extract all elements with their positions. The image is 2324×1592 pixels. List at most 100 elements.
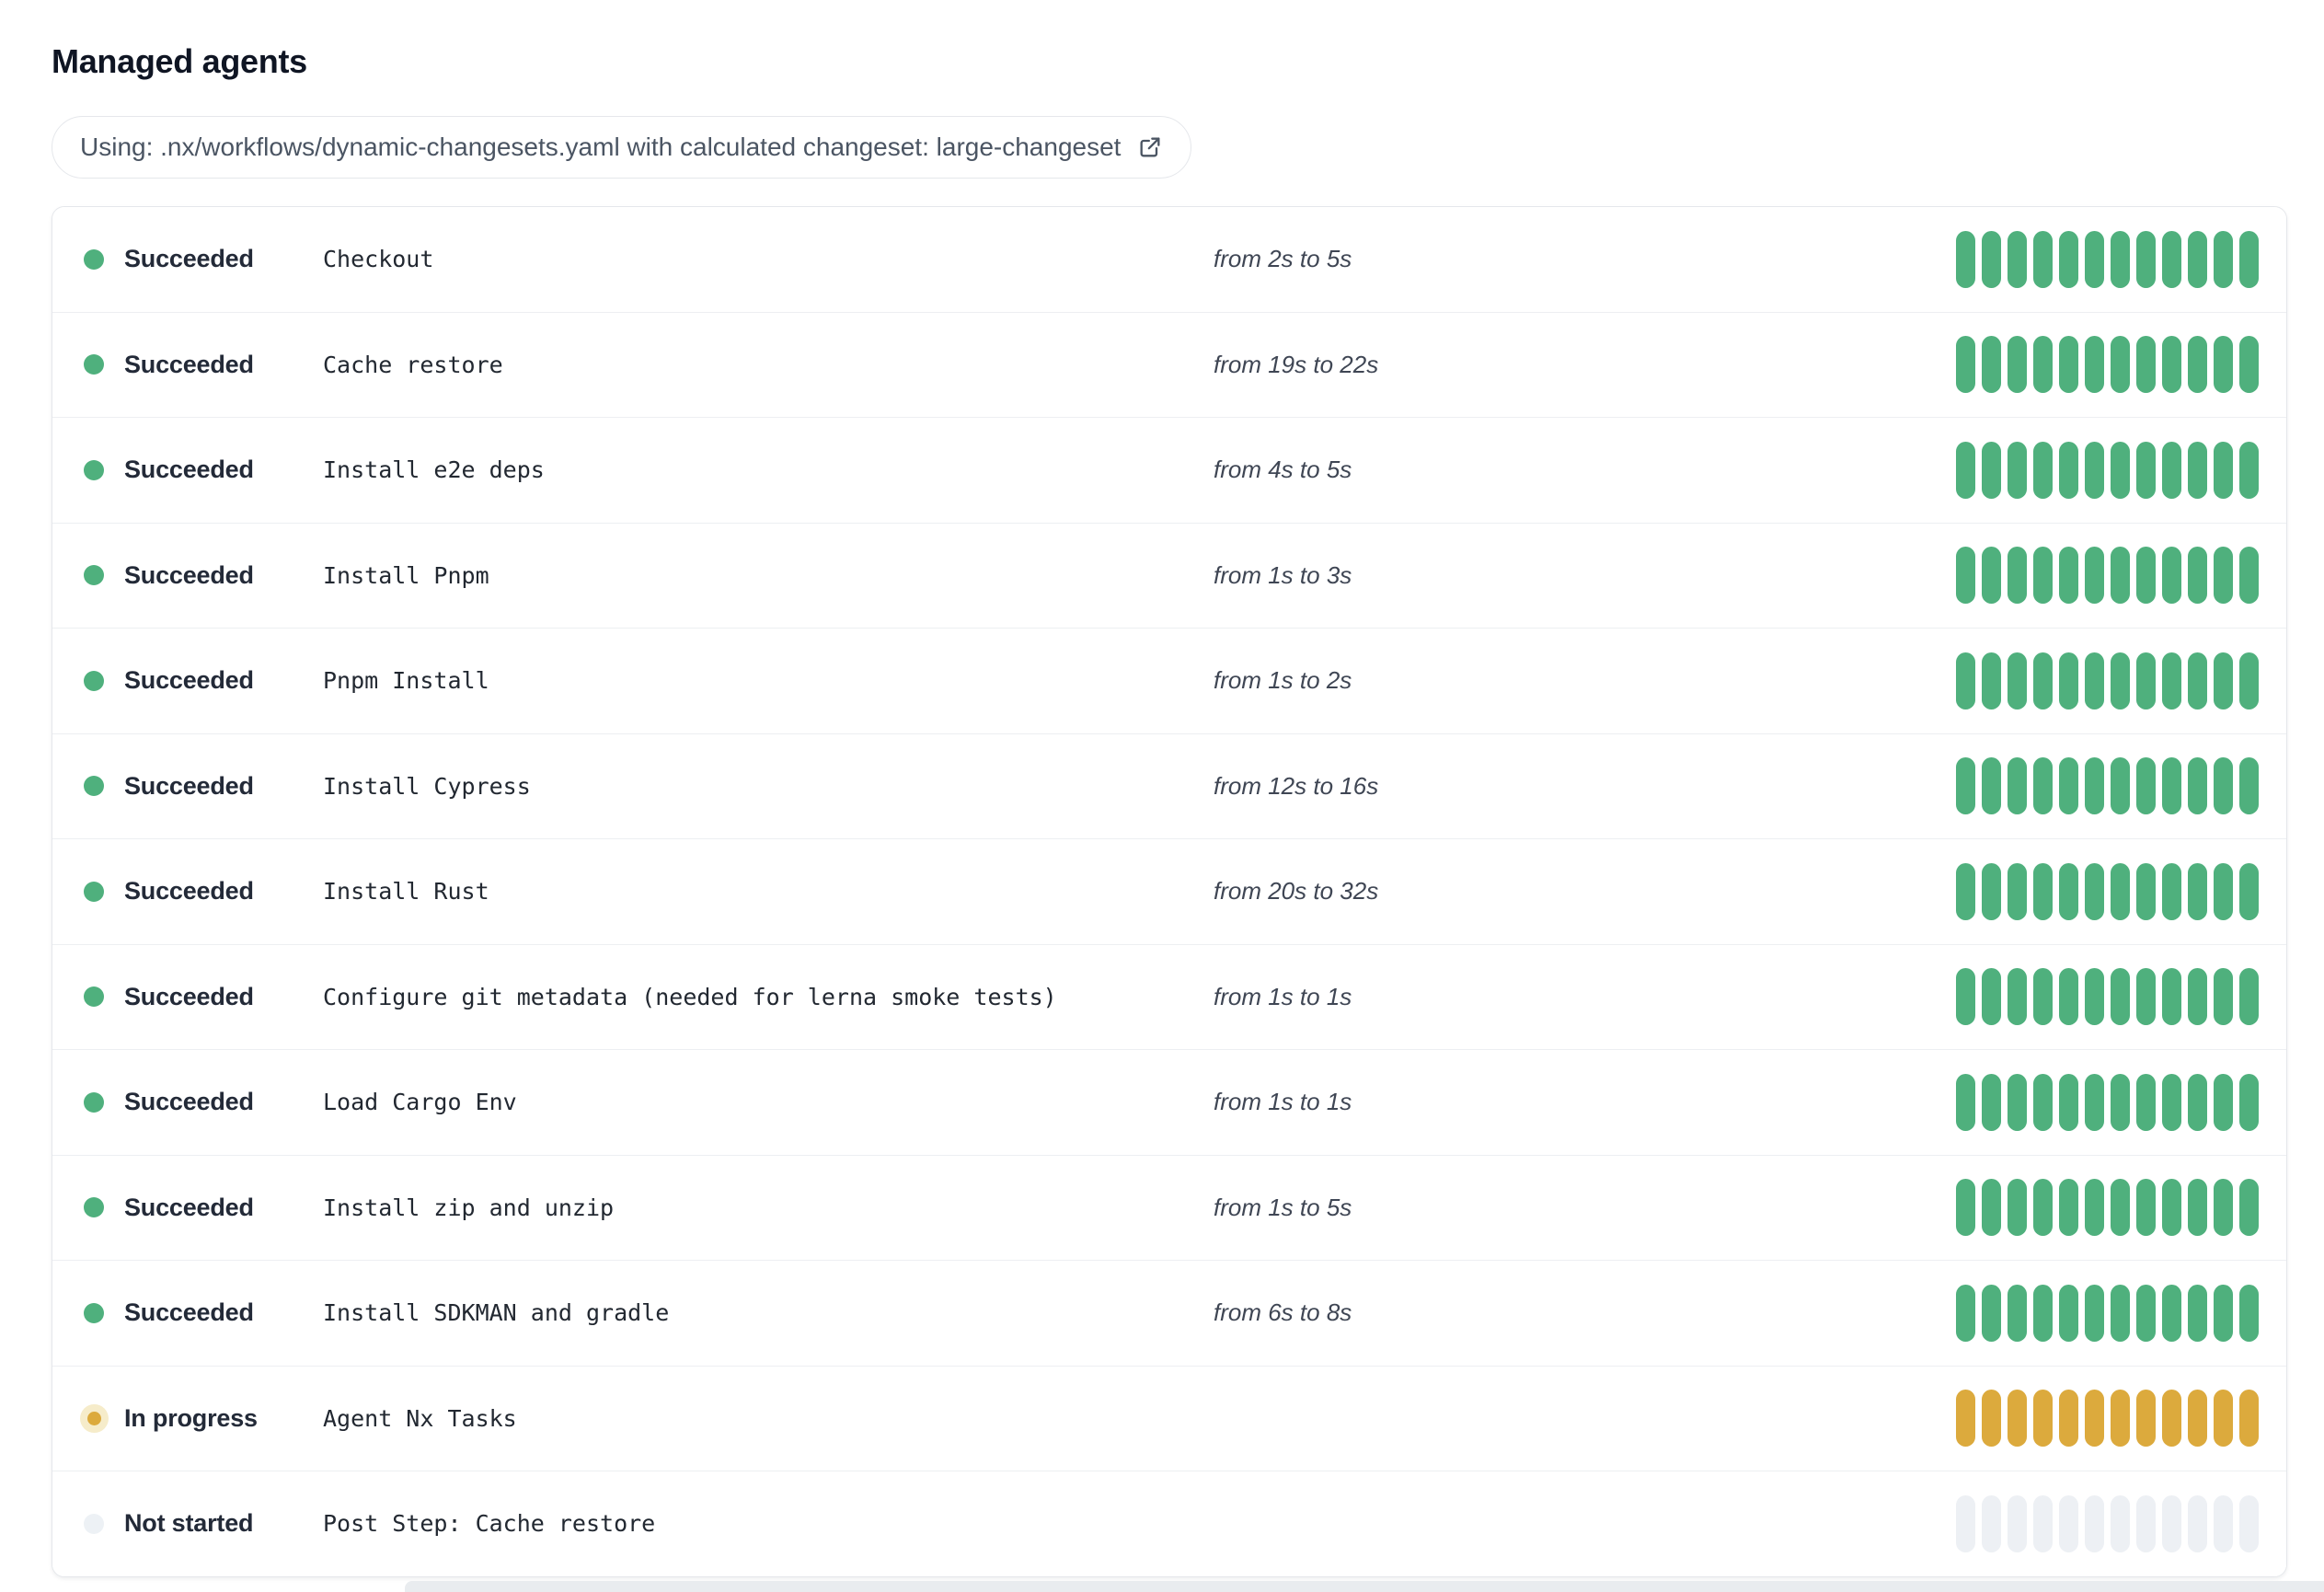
status-dot (84, 565, 104, 586)
bar-segment (2162, 1390, 2181, 1448)
bar-segment (2136, 1390, 2156, 1448)
bar-segment (2188, 1179, 2207, 1237)
bar-segment (2188, 652, 2207, 709)
status-cell: Succeeded (84, 245, 323, 273)
bar-segment (2162, 1179, 2181, 1237)
bar-segment (1956, 1179, 1975, 1237)
bar-segment (1982, 757, 2001, 815)
progress-bar (1956, 757, 2259, 815)
bar-segment (2085, 547, 2104, 605)
bar-segment (2059, 336, 2078, 394)
bar-segment (2214, 547, 2233, 605)
bar-segment (1982, 336, 2001, 394)
agent-row[interactable]: In progress Agent Nx Tasks (52, 1365, 2286, 1471)
bar-segment (2033, 862, 2053, 920)
bar-segment (2111, 230, 2130, 288)
bar-segment (2085, 1390, 2104, 1448)
bar-segment (1956, 968, 1975, 1026)
bar-segment (1982, 862, 2001, 920)
bar-segment (1982, 1494, 2001, 1552)
bar-segment (2059, 968, 2078, 1026)
bar-segment (2239, 230, 2259, 288)
bar-segment (2085, 652, 2104, 709)
agents-card: Succeeded Checkout from 2s to 5s Succeed… (52, 206, 2287, 1577)
bar-segment (2085, 1494, 2104, 1552)
agent-row[interactable]: Succeeded Install Pnpm from 1s to 3s (52, 522, 2286, 628)
agent-row[interactable]: Succeeded Load Cargo Env from 1s to 1s (52, 1049, 2286, 1155)
bar-segment (2033, 230, 2053, 288)
step-name: Pnpm Install (323, 667, 489, 695)
bar-segment (2111, 968, 2130, 1026)
step-name: Install e2e deps (323, 456, 545, 484)
agent-row[interactable]: Succeeded Install Rust from 20s to 32s (52, 838, 2286, 944)
bar-segment (1956, 547, 1975, 605)
step-name: Agent Nx Tasks (323, 1404, 517, 1432)
status-dot (84, 1302, 104, 1323)
bar-segment (1956, 230, 1975, 288)
agent-row[interactable]: Succeeded Configure git metadata (needed… (52, 943, 2286, 1049)
bar-segment (1982, 230, 2001, 288)
agent-row[interactable]: Succeeded Install Cypress from 12s to 16… (52, 733, 2286, 838)
progress-bar (1956, 1390, 2259, 1448)
bar-segment (2214, 1494, 2233, 1552)
bar-segment (2111, 441, 2130, 499)
duration-range: from 4s to 5s (1214, 456, 1352, 484)
bar-segment (2214, 757, 2233, 815)
workflow-banner-text: Using: .nx/workflows/dynamic-changesets.… (80, 133, 1122, 161)
bar-segment (2033, 441, 2053, 499)
workflow-file-banner[interactable]: Using: .nx/workflows/dynamic-changesets.… (52, 116, 1192, 179)
bar-segment (2214, 441, 2233, 499)
progress-bar (1956, 336, 2259, 394)
status-label: Succeeded (124, 1088, 254, 1116)
status-label: Succeeded (124, 245, 254, 273)
bar-segment (2059, 1390, 2078, 1448)
bar-segment (2214, 230, 2233, 288)
bar-segment (2059, 1179, 2078, 1237)
bar-segment (1956, 862, 1975, 920)
duration-range: from 1s to 3s (1214, 560, 1352, 589)
bar-segment (2085, 1179, 2104, 1237)
bar-segment (2162, 336, 2181, 394)
bar-segment (2214, 968, 2233, 1026)
step-name: Install Pnpm (323, 561, 489, 589)
status-cell: Succeeded (84, 1088, 323, 1116)
progress-bar (1956, 1494, 2259, 1552)
agent-row[interactable]: Succeeded Cache restore from 19s to 22s (52, 311, 2286, 417)
status-label: Not started (124, 1509, 254, 1538)
agent-row[interactable]: Succeeded Install SDKMAN and gradle from… (52, 1260, 2286, 1366)
bar-segment (2239, 862, 2259, 920)
status-dot (84, 1513, 104, 1534)
bar-segment (2162, 441, 2181, 499)
duration-range: from 20s to 32s (1214, 877, 1379, 906)
bar-segment (2239, 1179, 2259, 1237)
status-dot (84, 1197, 104, 1218)
agent-row[interactable]: Succeeded Pnpm Install from 1s to 2s (52, 628, 2286, 733)
bar-segment (2111, 1179, 2130, 1237)
bar-segment (2162, 547, 2181, 605)
duration-range: from 12s to 16s (1214, 771, 1379, 800)
bar-segment (2033, 1073, 2053, 1131)
bar-segment (2008, 230, 2027, 288)
bar-segment (2162, 862, 2181, 920)
bar-segment (2162, 968, 2181, 1026)
bar-segment (2136, 1179, 2156, 1237)
status-dot (84, 1408, 104, 1428)
status-cell: Succeeded (84, 1298, 323, 1327)
bar-segment (2111, 547, 2130, 605)
step-name: Cache restore (323, 351, 503, 378)
bar-segment (2214, 1073, 2233, 1131)
agent-row[interactable]: Succeeded Install e2e deps from 4s to 5s (52, 417, 2286, 523)
bar-segment (2008, 652, 2027, 709)
agent-row[interactable]: Succeeded Checkout from 2s to 5s (52, 207, 2286, 312)
external-link-icon[interactable] (1137, 134, 1163, 160)
status-label: Succeeded (124, 666, 254, 695)
agent-row[interactable]: Not started Post Step: Cache restore (52, 1471, 2286, 1576)
status-label: Succeeded (124, 982, 254, 1010)
status-cell: Succeeded (84, 877, 323, 906)
bar-segment (2033, 1494, 2053, 1552)
bar-segment (2059, 230, 2078, 288)
duration-range: from 1s to 1s (1214, 982, 1352, 1010)
bar-segment (2033, 757, 2053, 815)
agent-row[interactable]: Succeeded Install zip and unzip from 1s … (52, 1154, 2286, 1260)
progress-bar (1956, 652, 2259, 709)
